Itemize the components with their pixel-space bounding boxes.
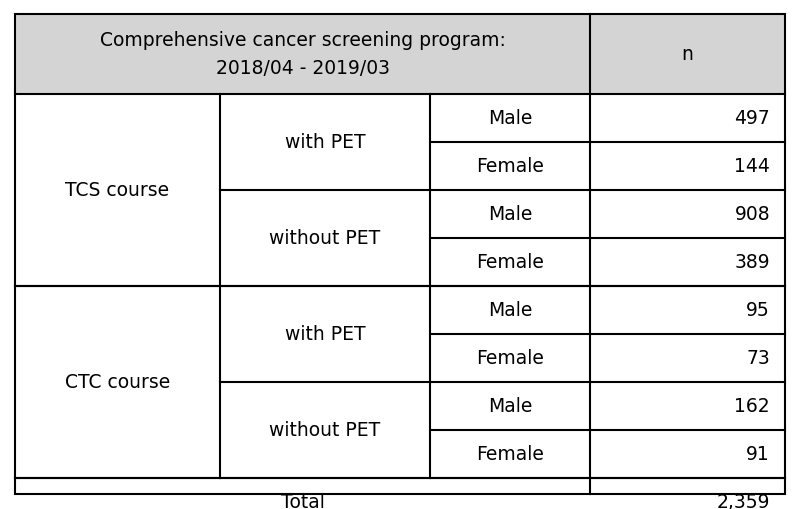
Text: with PET: with PET bbox=[285, 133, 366, 152]
Bar bbox=[15, 15, 590, 95]
Text: 73: 73 bbox=[746, 349, 770, 368]
Text: Comprehensive cancer screening program:
2018/04 - 2019/03: Comprehensive cancer screening program: … bbox=[99, 32, 506, 78]
Text: 162: 162 bbox=[734, 397, 770, 416]
Text: Female: Female bbox=[476, 157, 544, 176]
Text: 91: 91 bbox=[746, 445, 770, 464]
Text: Male: Male bbox=[488, 301, 532, 320]
Text: Male: Male bbox=[488, 397, 532, 416]
Text: Female: Female bbox=[476, 445, 544, 464]
Text: 908: 908 bbox=[734, 205, 770, 224]
Text: TCS course: TCS course bbox=[66, 181, 170, 200]
Text: Male: Male bbox=[488, 205, 532, 224]
Text: 497: 497 bbox=[734, 109, 770, 128]
Text: Female: Female bbox=[476, 349, 544, 368]
Text: 144: 144 bbox=[734, 157, 770, 176]
Text: n: n bbox=[682, 45, 694, 64]
Text: Total: Total bbox=[281, 493, 325, 509]
Text: 2,359: 2,359 bbox=[717, 493, 770, 509]
Text: 95: 95 bbox=[746, 301, 770, 320]
Text: without PET: without PET bbox=[270, 420, 381, 440]
Text: Female: Female bbox=[476, 253, 544, 272]
Text: 389: 389 bbox=[734, 253, 770, 272]
Bar bbox=[590, 15, 785, 95]
Text: Male: Male bbox=[488, 109, 532, 128]
Text: with PET: with PET bbox=[285, 325, 366, 344]
Text: without PET: without PET bbox=[270, 229, 381, 248]
Text: CTC course: CTC course bbox=[65, 373, 170, 392]
